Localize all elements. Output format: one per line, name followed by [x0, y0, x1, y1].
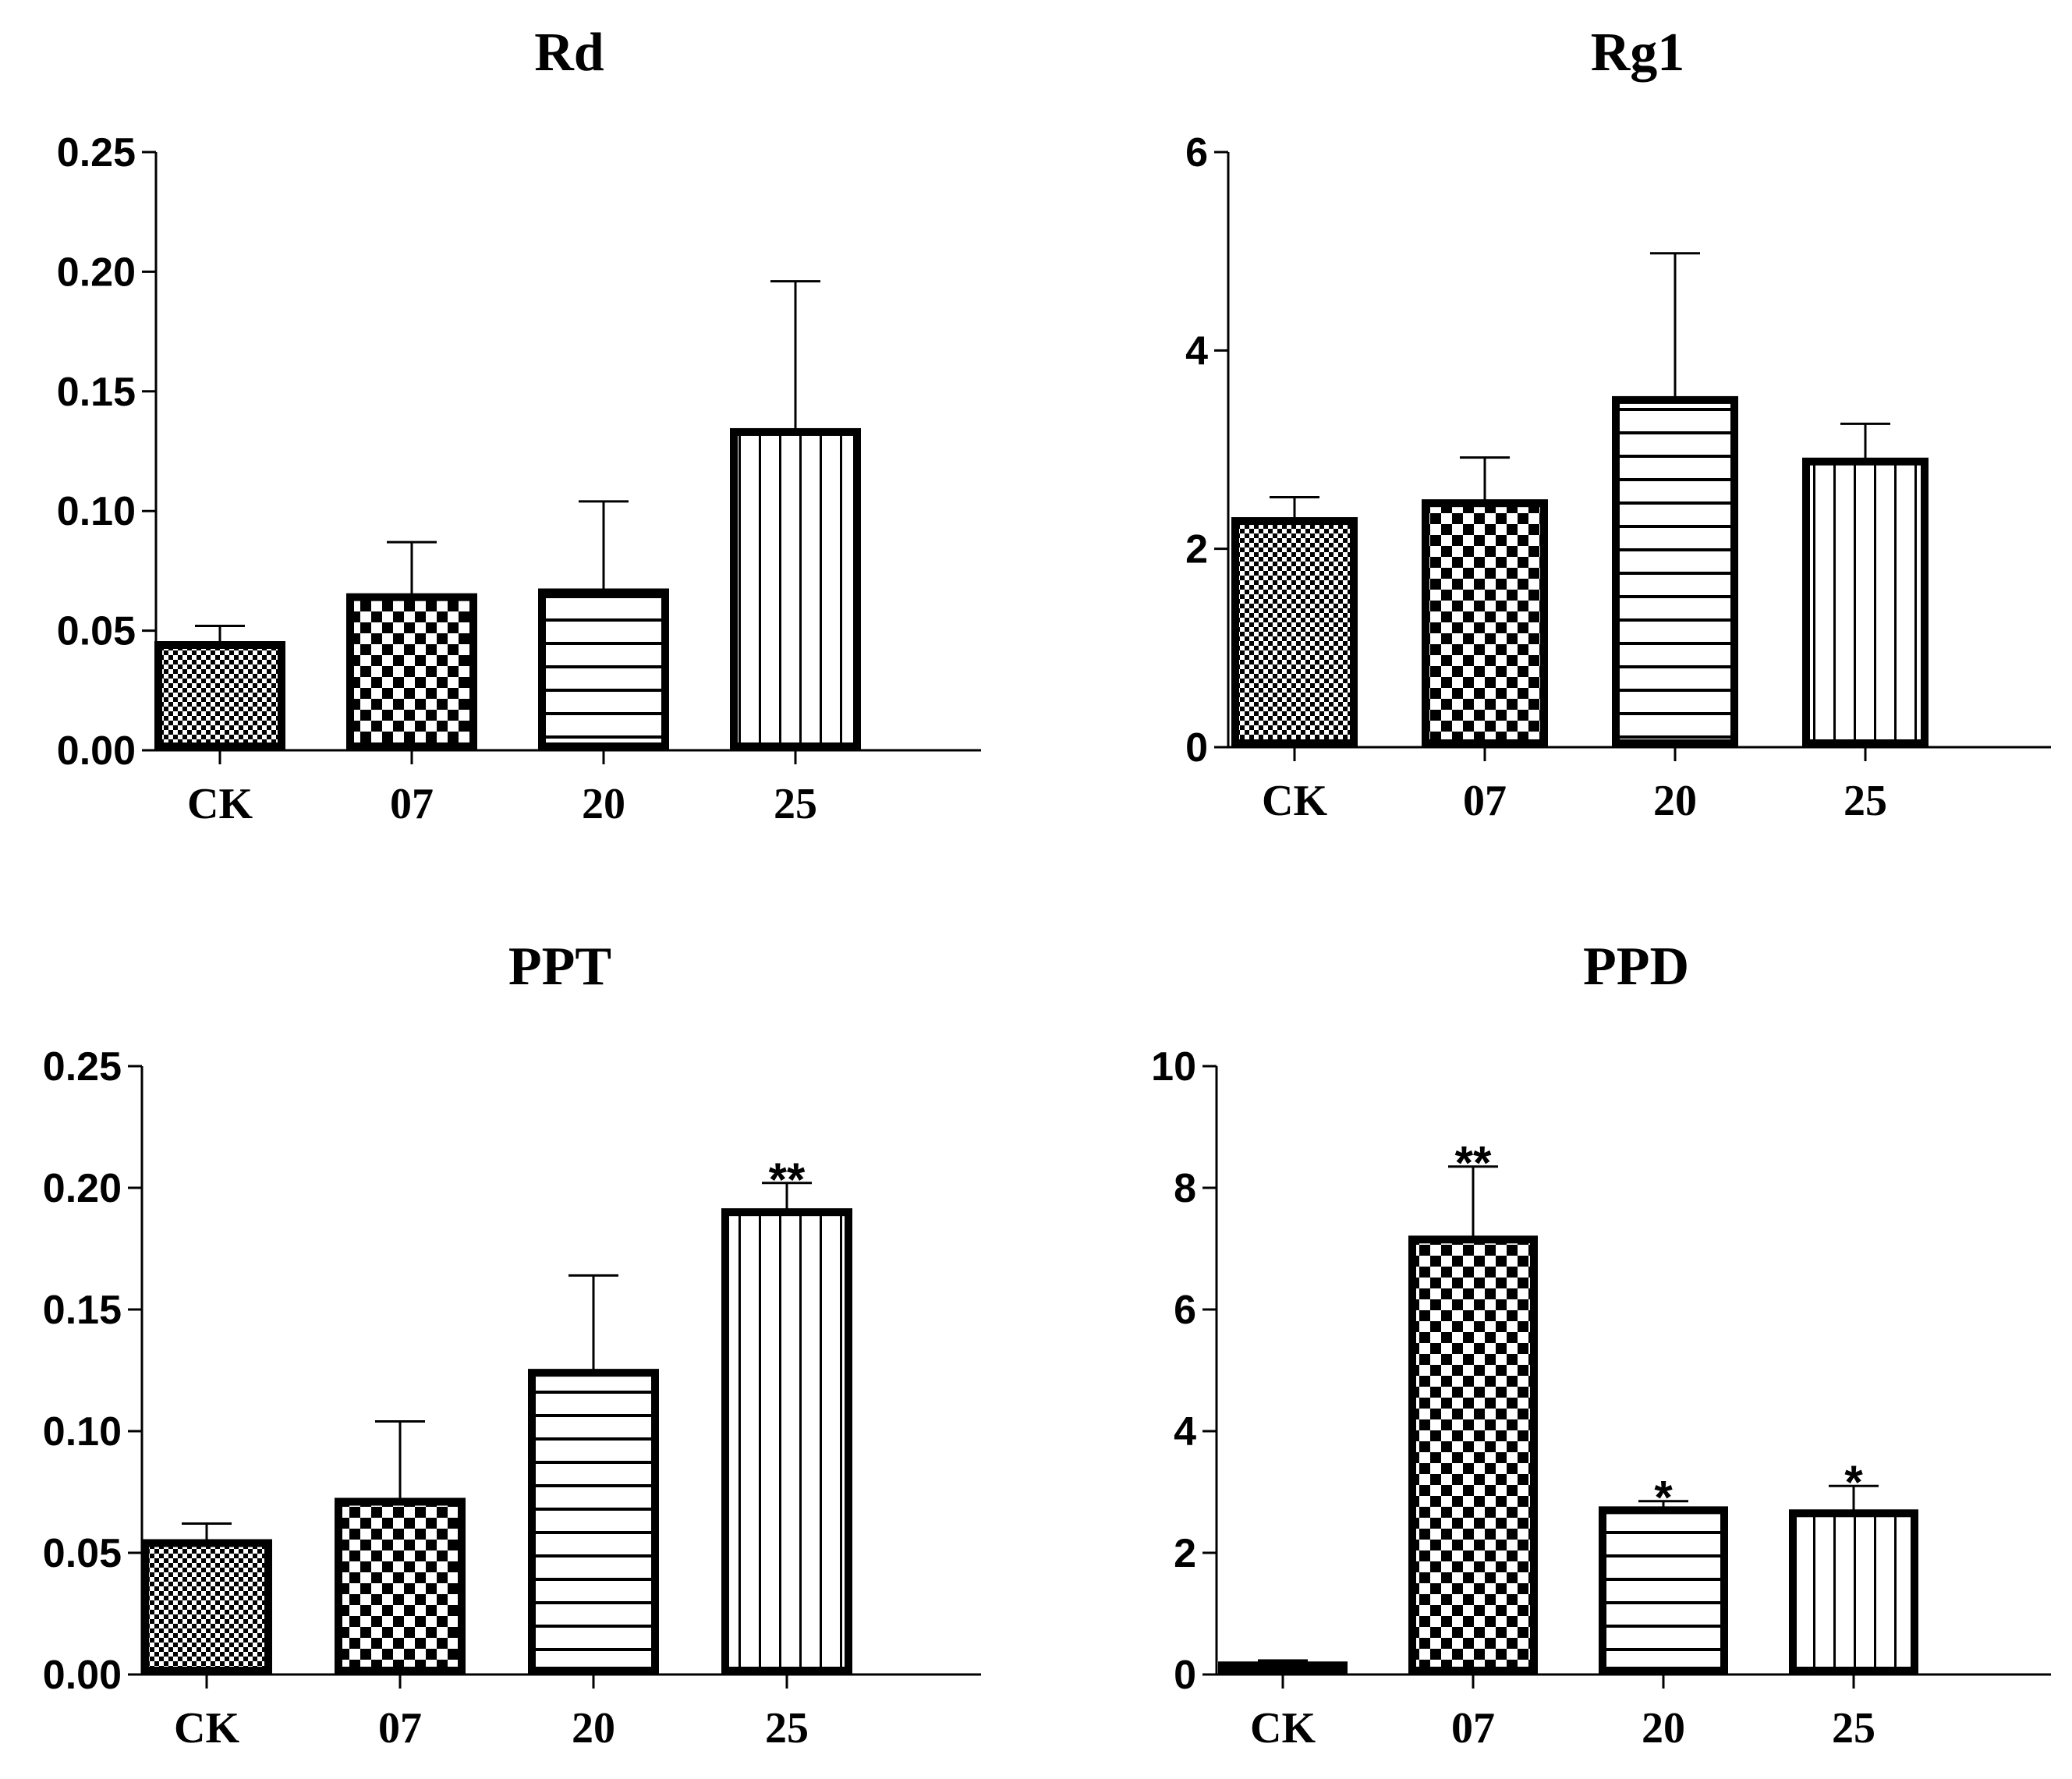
x-tick-label: 07: [390, 780, 434, 828]
chart-title: PPD: [1583, 937, 1689, 997]
y-tick-label: 10: [1151, 1044, 1196, 1090]
bar-07: [346, 593, 477, 751]
x-tick-label: 20: [572, 1704, 615, 1752]
x-tick-label: 20: [1653, 777, 1697, 825]
bar-ck: [141, 1539, 272, 1675]
significance-marker: *: [1844, 1456, 1863, 1508]
x-tick-label: 25: [765, 1704, 809, 1752]
y-tick-label: 4: [1174, 1409, 1196, 1455]
x-tick-label: CK: [187, 780, 253, 828]
chart-title: Rg1: [1591, 23, 1685, 83]
y-tick-label: 0.10: [43, 1409, 122, 1455]
y-tick-label: 0: [1185, 725, 1208, 771]
x-tick-label: CK: [174, 1704, 239, 1752]
y-tick-label: 8: [1174, 1166, 1196, 1211]
y-tick-label: 0.00: [43, 1653, 122, 1698]
x-tick-label: 07: [1463, 777, 1507, 825]
y-tick-label: 0.20: [57, 250, 136, 295]
y-tick-label: 4: [1185, 328, 1208, 374]
y-tick-label: 0: [1174, 1653, 1196, 1698]
bar-25: [730, 427, 861, 750]
y-tick-label: 0.25: [57, 130, 136, 175]
chart-panel-rg1: Rg1 0 2 4 6 CK 07 20 25: [1185, 23, 2051, 825]
bar-25: [721, 1208, 852, 1674]
y-tick-label: 0.25: [43, 1044, 122, 1090]
x-tick-label: 25: [1844, 777, 1887, 825]
y-tick-label: 6: [1185, 130, 1208, 175]
x-tick-label: 20: [582, 780, 625, 828]
chart-panel-rd: Rd 0.00 0.05 0.10 0.15 0.20 0.25 CK 07 20 25: [57, 23, 981, 828]
x-tick-label: 07: [378, 1704, 422, 1752]
chart-panel-ppt: PPT 0.00 0.05 0.10 0.15 0.20 0.25 CK 07 20 25 **: [43, 937, 981, 1752]
x-tick-label: CK: [1250, 1704, 1316, 1752]
bar-20: [538, 588, 669, 751]
significance-marker: *: [1654, 1472, 1673, 1524]
y-tick-label: 0.10: [57, 489, 136, 534]
x-tick-label: 07: [1451, 1704, 1495, 1752]
bar-25: [1789, 1509, 1918, 1675]
x-tick-label: 25: [774, 780, 817, 828]
bar-20: [1599, 1506, 1728, 1675]
bar-07: [1408, 1235, 1538, 1675]
bar-20: [528, 1369, 659, 1674]
chart-title: PPT: [508, 937, 611, 997]
y-tick-label: 0.05: [57, 609, 136, 654]
bar-25: [1802, 457, 1929, 747]
y-tick-label: 0.00: [57, 728, 136, 774]
y-tick-label: 2: [1174, 1531, 1196, 1576]
y-tick-label: 0.15: [57, 370, 136, 415]
y-tick-label: 2: [1185, 527, 1208, 572]
bar-ck: [154, 641, 285, 750]
chart-panel-ppd: PPD 0 2 4 6 8 10 CK 07 ** 20 * 25 *: [1151, 937, 2051, 1752]
bar-07: [1422, 499, 1548, 747]
x-tick-label: CK: [1262, 777, 1327, 825]
significance-marker: **: [769, 1154, 806, 1206]
bar-20: [1612, 395, 1738, 748]
y-tick-label: 0.15: [43, 1288, 122, 1333]
y-tick-label: 0.05: [43, 1531, 122, 1576]
bar-ck: [1218, 1661, 1348, 1675]
y-tick-label: 6: [1174, 1288, 1196, 1333]
x-tick-label: 25: [1832, 1704, 1875, 1752]
bar-07: [335, 1497, 466, 1674]
significance-marker: **: [1455, 1137, 1492, 1189]
y-tick-label: 0.20: [43, 1166, 122, 1211]
chart-title: Rd: [534, 23, 604, 83]
x-tick-label: 20: [1642, 1704, 1685, 1752]
bar-ck: [1231, 517, 1358, 747]
